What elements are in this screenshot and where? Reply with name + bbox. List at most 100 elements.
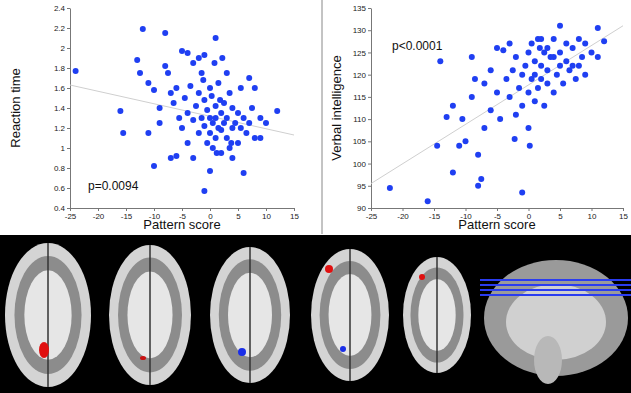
point: [179, 125, 185, 131]
tick: 0.8: [54, 164, 70, 173]
tick-label: 110: [353, 115, 366, 124]
point: [527, 143, 533, 149]
point: [444, 114, 450, 120]
point: [201, 123, 207, 129]
tick-mark: [238, 208, 239, 211]
point: [469, 54, 475, 60]
point: [450, 169, 456, 175]
point: [204, 140, 210, 146]
tick: -25: [366, 208, 378, 221]
brain-slice: [109, 245, 191, 385]
tick-mark: [403, 208, 404, 211]
point: [507, 41, 513, 47]
point: [551, 89, 557, 95]
tick-mark: [368, 119, 371, 120]
annotation: p=0.0094: [88, 179, 139, 193]
point: [434, 143, 440, 149]
point: [235, 110, 241, 116]
tick-mark: [294, 208, 295, 211]
point: [243, 130, 249, 136]
point: [494, 45, 500, 51]
point: [595, 25, 601, 31]
point: [241, 170, 247, 176]
tick-mark: [368, 186, 371, 187]
point: [532, 98, 538, 104]
slice-outline: [109, 245, 191, 385]
point: [224, 135, 230, 141]
tick-label: 105: [353, 137, 367, 146]
tick-label: 135: [353, 4, 367, 13]
point: [145, 80, 151, 86]
midline: [249, 247, 251, 383]
tick-mark: [368, 164, 371, 165]
slice-position: [480, 294, 631, 296]
tick-mark: [67, 128, 70, 129]
tick-mark: [368, 208, 371, 209]
tick-mark: [592, 208, 593, 211]
tick: -25: [65, 208, 77, 221]
point: [535, 85, 541, 91]
point: [182, 95, 188, 101]
point: [241, 115, 247, 121]
x-axis-title: Pattern score: [143, 217, 220, 232]
point: [201, 188, 207, 194]
tick-mark: [434, 208, 435, 211]
tick: 1: [61, 144, 70, 153]
tick: -20: [93, 208, 105, 221]
slice-outline: [311, 249, 389, 381]
tick-mark: [67, 28, 70, 29]
activation: [340, 346, 346, 352]
point: [252, 85, 258, 91]
point: [532, 72, 538, 78]
point: [162, 63, 168, 69]
point: [140, 26, 146, 32]
tick-mark: [154, 208, 155, 211]
point: [557, 49, 563, 55]
point: [120, 130, 126, 136]
tick-mark: [67, 208, 70, 209]
tick: 2.4: [54, 4, 70, 13]
tick: 10: [262, 208, 271, 221]
point: [73, 68, 79, 74]
point: [456, 143, 462, 149]
tick-label: 5: [558, 212, 563, 221]
tick-mark: [67, 88, 70, 89]
brain-slice: [5, 243, 91, 387]
point: [538, 36, 544, 42]
point: [459, 116, 465, 122]
point: [151, 163, 157, 169]
point: [232, 120, 238, 126]
point: [513, 54, 519, 60]
point: [576, 36, 582, 42]
point: [176, 115, 182, 121]
tick: 100: [353, 160, 371, 169]
tick-label: 2: [61, 44, 66, 53]
point: [228, 140, 234, 146]
point: [526, 125, 532, 131]
point: [488, 107, 494, 113]
point: [563, 58, 569, 64]
point: [450, 103, 456, 109]
point: [213, 103, 219, 109]
tick-label: 95: [357, 182, 366, 191]
point: [512, 136, 518, 142]
tick-label: -15: [429, 212, 441, 221]
tick-label: -25: [366, 212, 378, 221]
point: [151, 87, 157, 93]
point: [472, 76, 478, 82]
point: [519, 189, 525, 195]
point: [249, 105, 255, 111]
tick-label: 0.8: [54, 164, 66, 173]
point: [235, 140, 241, 146]
tick-mark: [182, 208, 183, 211]
point: [218, 110, 224, 116]
tick-mark: [67, 168, 70, 169]
point: [204, 107, 210, 113]
point: [463, 138, 469, 144]
point: [538, 63, 544, 69]
point: [213, 135, 219, 141]
fit-line: [70, 85, 294, 135]
y-axis-title: Verbal intelligence: [329, 55, 344, 161]
point: [219, 55, 225, 61]
slice-position: [480, 279, 631, 281]
